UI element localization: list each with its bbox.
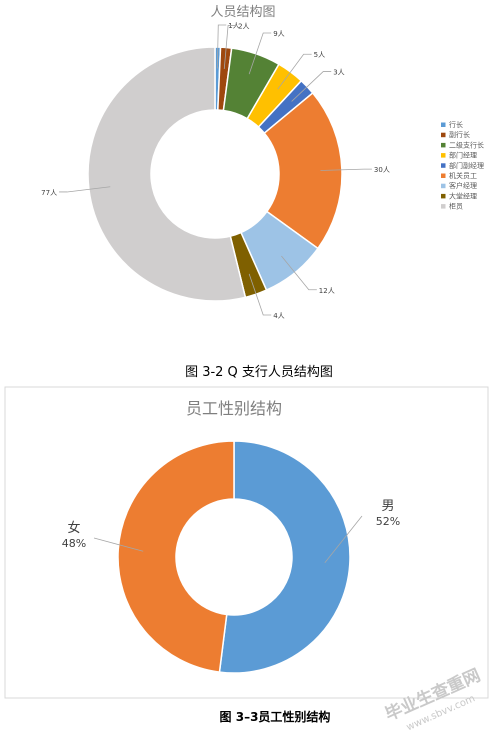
legend-swatch [441,204,446,209]
legend-entry: 副行长 [449,130,470,139]
legend-entry: 部门经理 [449,151,477,160]
legend-swatch [441,132,446,138]
chart1-slice-8 [87,46,247,302]
legend-entry: 机关员工 [449,171,477,180]
chart1-leader-line [248,273,272,316]
gender-structure-chart: 员工性别结构 男52% 女48% [62,399,400,674]
chart1-caption: 图 3-2 Q 支行人员结构图 [185,365,333,380]
legend-swatch [441,122,446,127]
chart2-slice-0 [218,440,351,674]
legend-swatch [441,183,446,189]
legend-swatch [441,173,446,178]
legend-swatch [441,193,446,199]
legend-entry: 二级支行长 [449,140,484,149]
legend-entry: 客户经理 [449,181,477,190]
legend-swatch [441,142,446,148]
chart1-leader-line [291,71,332,102]
legend-swatch [441,153,446,158]
chart1-data-label: 3人 [333,69,344,77]
chart1-leader-line [281,255,317,291]
legend-entry: 柜员 [449,202,463,211]
chart1-data-label: 30人 [374,166,390,174]
legend-entry: 部门副经理 [449,161,484,170]
chart1-data-label: 5人 [314,51,325,59]
chart1-data-label: 2人 [238,23,249,31]
legend-entry: 大堂经理 [449,191,477,200]
chart1-slice-5 [263,91,343,250]
chart2-title: 员工性别结构 [186,399,282,418]
chart2-caption: 图 3–3员工性别结构 [220,709,331,724]
chart1-leader-line [277,53,312,90]
chart2-leader-line [324,515,363,563]
chart1-leader-line [223,25,237,69]
chart1-data-label: 1人 [228,22,239,30]
chart1-data-label: 9人 [273,30,284,38]
chart2-category-label: 女 [67,520,80,536]
chart1-data-label: 12人 [319,287,335,295]
chart1-leader-line [320,168,372,171]
chart1-data-label: 4人 [273,312,284,320]
legend-entry: 行长 [449,120,463,129]
chart1-leader-line [216,24,227,69]
chart2-slice-1 [117,440,235,673]
chart2-leader-line [93,537,144,552]
chart1-leader-line [59,186,111,193]
chart1-leader-line [248,32,272,75]
chart2-percent-label: 48% [62,537,86,550]
chart1-data-label: 77人 [41,189,57,197]
chart2-category-label: 男 [381,499,394,514]
chart2-percent-label: 52% [376,515,400,528]
legend-swatch [441,163,446,168]
chart1-title: 人员结构图 [210,5,275,20]
